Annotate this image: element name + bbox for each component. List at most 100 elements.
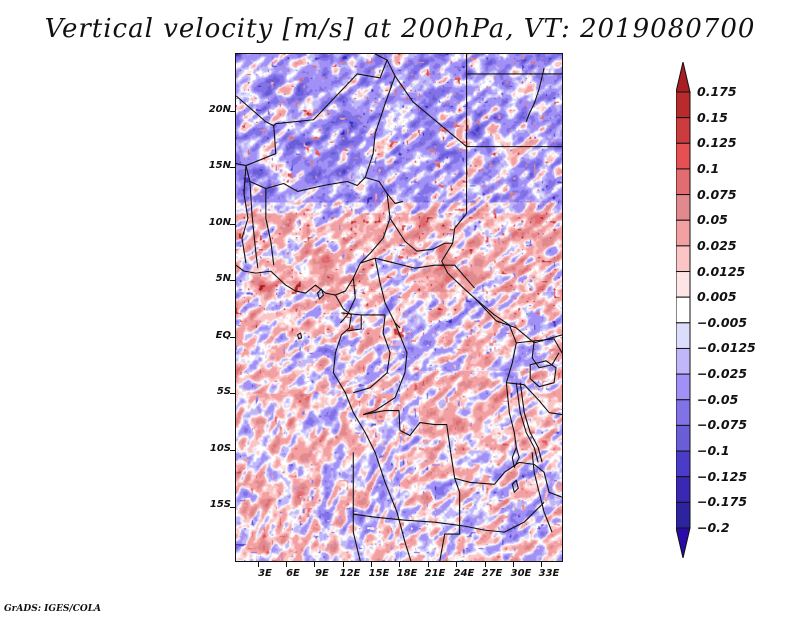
y-tick-mark — [230, 224, 235, 225]
colorbar-box — [676, 245, 691, 273]
colorbar-label: −0.2 — [697, 520, 730, 535]
colorbar-label: −0.075 — [697, 417, 748, 433]
border-line — [360, 257, 475, 289]
x-tick-mark — [314, 562, 315, 567]
x-tick-label: 15E — [368, 568, 390, 579]
x-tick-label: 12E — [339, 568, 361, 579]
colorbar-box — [676, 373, 691, 401]
colorbar-box — [676, 347, 691, 375]
map-plot-area — [235, 53, 563, 562]
y-tick-label: 10S — [209, 443, 231, 454]
border-line — [236, 125, 277, 167]
x-tick-mark — [541, 562, 542, 567]
grads-credit: GrADS: IGES/COLA — [4, 604, 102, 614]
border-line — [353, 513, 485, 531]
border-line — [341, 312, 362, 332]
colorbar-box — [676, 194, 691, 221]
colorbar-label: 0.05 — [697, 212, 728, 228]
x-tick-mark — [456, 562, 457, 567]
border-line — [439, 478, 461, 561]
x-tick-mark — [343, 562, 344, 567]
border-line — [363, 410, 495, 485]
colorbar-label: −0.0125 — [697, 340, 756, 356]
border-line — [352, 452, 361, 561]
border-line — [363, 322, 408, 416]
border-line — [441, 146, 562, 344]
colorbar-box — [676, 142, 691, 170]
colorbar-box — [676, 271, 691, 298]
border-line — [474, 297, 517, 448]
y-tick-mark — [230, 450, 235, 451]
border-line — [265, 188, 275, 266]
colorbar — [676, 62, 691, 558]
colorbar-box — [676, 296, 691, 324]
x-tick-mark — [428, 562, 429, 567]
y-tick-mark — [230, 280, 235, 281]
y-tick-label: 15S — [209, 499, 231, 510]
x-tick-mark — [258, 562, 259, 567]
y-tick-mark — [230, 111, 235, 112]
lake-mweru — [511, 446, 520, 468]
lake-tanganyika — [519, 382, 543, 463]
y-tick-mark — [230, 337, 235, 338]
lake-bangweulu — [511, 479, 519, 493]
colorbar-label: 0.0125 — [697, 263, 746, 279]
x-tick-mark — [513, 562, 514, 567]
island-bioko — [316, 288, 325, 300]
colorbar-label: −0.05 — [697, 391, 739, 407]
border-line — [241, 165, 249, 264]
chart-title: Vertical velocity [m/s] at 200hPa, VT: 2… — [44, 14, 756, 44]
colorbar-label: −0.005 — [697, 314, 748, 330]
x-tick-label: 6E — [286, 568, 300, 579]
colorbar-label: 0.125 — [697, 135, 737, 151]
x-tick-mark — [485, 562, 486, 567]
x-tick-label: 3E — [258, 568, 272, 579]
border-line — [389, 218, 453, 252]
y-tick-label: 20N — [208, 104, 231, 115]
x-tick-label: 24E — [453, 568, 475, 579]
border-line — [531, 452, 553, 533]
colorbar-label: 0.025 — [697, 237, 737, 253]
y-tick-label: 5S — [216, 386, 231, 397]
colorbar-label: 0.005 — [697, 289, 737, 305]
colorbar-label: −0.125 — [697, 468, 748, 484]
border-line — [364, 75, 396, 178]
lake-victoria — [529, 360, 557, 388]
border-line — [531, 340, 560, 369]
y-tick-label: EQ — [215, 330, 231, 341]
x-tick-label: 9E — [315, 568, 329, 579]
island-sao-tome — [297, 332, 303, 340]
coastline — [236, 264, 412, 561]
x-tick-label: 33E — [538, 568, 560, 579]
colorbar-label: 0.1 — [697, 160, 720, 176]
y-tick-mark — [230, 167, 235, 168]
colorbar-label: 0.075 — [697, 186, 737, 202]
colorbar-label: 0.175 — [697, 84, 737, 99]
border-line — [506, 382, 562, 416]
colorbar-extend-max — [676, 62, 691, 93]
colorbar-box — [676, 476, 691, 503]
y-tick-label: 10N — [208, 217, 231, 228]
x-tick-mark — [399, 562, 400, 567]
lake-tanganyika — [515, 382, 539, 463]
border-line — [374, 258, 401, 329]
colorbar-label: 0.15 — [697, 109, 728, 125]
x-tick-label: 30E — [510, 568, 532, 579]
border-line — [335, 193, 391, 296]
x-tick-mark — [371, 562, 372, 567]
x-tick-label: 27E — [481, 568, 503, 579]
border-line — [353, 314, 391, 394]
colorbar-box — [676, 117, 691, 144]
colorbar-box — [676, 91, 691, 119]
country-borders — [236, 54, 562, 561]
river-nile — [525, 67, 545, 122]
border-line — [249, 181, 259, 269]
colorbar-label: −0.1 — [697, 443, 730, 459]
border-line — [386, 54, 468, 148]
colorbar-box — [676, 450, 691, 478]
colorbar-extend-min — [676, 527, 691, 558]
border-line — [493, 461, 562, 498]
colorbar-label: −0.025 — [697, 366, 748, 382]
colorbar-box — [676, 399, 691, 426]
colorbar-label: −0.175 — [697, 494, 748, 510]
